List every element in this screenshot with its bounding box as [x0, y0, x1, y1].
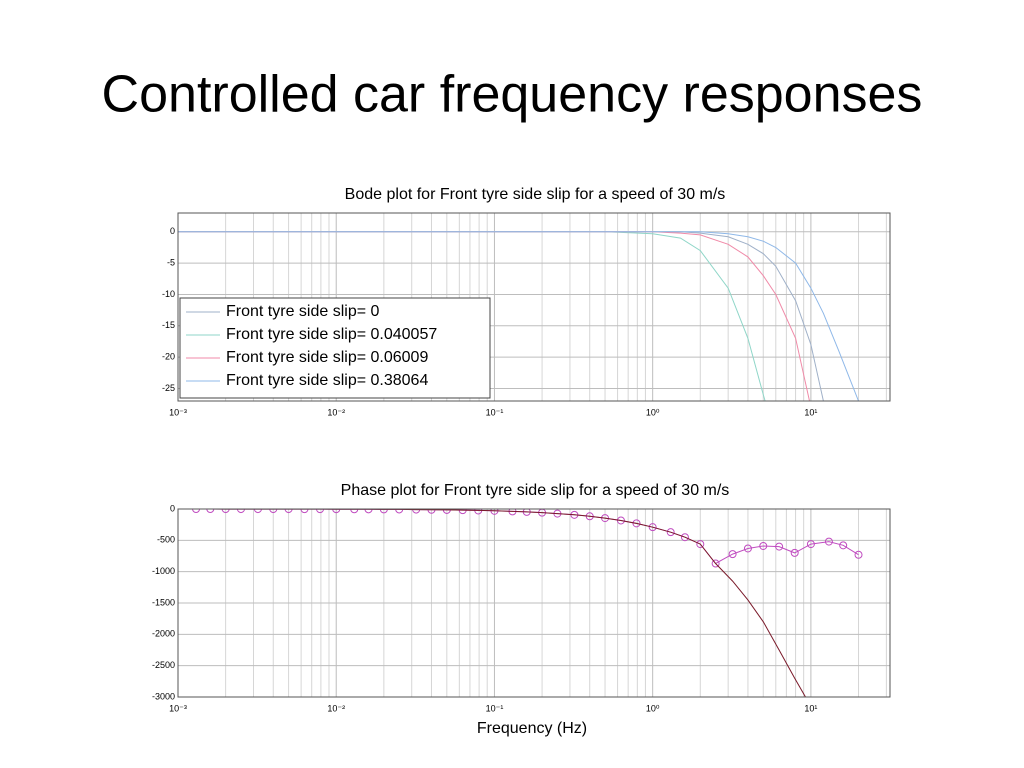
x-tick-label: 10⁻¹ [486, 407, 504, 417]
legend-label: Front tyre side slip= 0.06009 [226, 349, 428, 366]
x-tick-label: 10¹ [804, 407, 817, 417]
axes-frame [177, 212, 891, 402]
plot-area [178, 231, 860, 401]
y-tick-label: -1500 [152, 597, 175, 607]
y-tick-label: -2500 [152, 660, 175, 670]
data-point [632, 519, 641, 528]
data-point [759, 541, 768, 550]
y-tick-label: 0 [170, 503, 175, 513]
y-tick-label: -5 [167, 258, 175, 268]
x-tick-label: 10⁰ [646, 703, 660, 713]
chart-title: Bode plot for Front tyre side slip for a… [345, 186, 726, 203]
y-tick-label: -500 [157, 535, 175, 545]
series-line [178, 231, 860, 401]
chart-title: Phase plot for Front tyre side slip for … [341, 482, 730, 499]
data-point [666, 528, 675, 537]
y-tick-label: -10 [162, 289, 175, 299]
data-point [824, 537, 833, 546]
x-tick-label: 10⁻² [327, 407, 345, 417]
x-axis-label: Frequency (Hz) [477, 720, 587, 737]
series-line [196, 509, 859, 565]
y-tick-label: -25 [162, 383, 175, 393]
data-point [854, 550, 863, 559]
data-point [775, 542, 784, 551]
y-tick-label: -20 [162, 352, 175, 362]
legend-label: Front tyre side slip= 0.38064 [226, 372, 428, 389]
data-point [696, 540, 705, 549]
data-point [728, 550, 737, 559]
legend-label: Front tyre side slip= 0.040057 [226, 326, 437, 343]
data-point [743, 544, 752, 553]
y-tick-label: -2000 [152, 629, 175, 639]
x-tick-label: 10⁰ [646, 407, 660, 417]
data-point [790, 548, 799, 557]
series-line [178, 231, 824, 401]
y-tick-label: 0 [170, 226, 175, 236]
y-tick-label: -15 [162, 320, 175, 330]
data-point [711, 559, 720, 568]
x-tick-label: 10⁻³ [169, 407, 187, 417]
x-tick-label: 10⁻³ [169, 703, 187, 713]
x-tick-label: 10⁻² [327, 703, 345, 713]
data-point [192, 509, 201, 513]
axes-frame [177, 508, 891, 698]
data-point [806, 540, 815, 549]
plot-area [192, 509, 863, 697]
y-tick-label: -3000 [152, 691, 175, 701]
x-tick-label: 10¹ [804, 703, 817, 713]
data-point [648, 523, 657, 532]
data-point [680, 533, 689, 542]
data-point [206, 509, 215, 513]
data-point [839, 541, 848, 550]
legend-box [179, 297, 491, 399]
y-tick-label: -1000 [152, 566, 175, 576]
x-tick-label: 10⁻¹ [486, 703, 504, 713]
legend-label: Front tyre side slip= 0 [226, 303, 380, 320]
slide-title: Controlled car frequency responses [102, 66, 923, 124]
